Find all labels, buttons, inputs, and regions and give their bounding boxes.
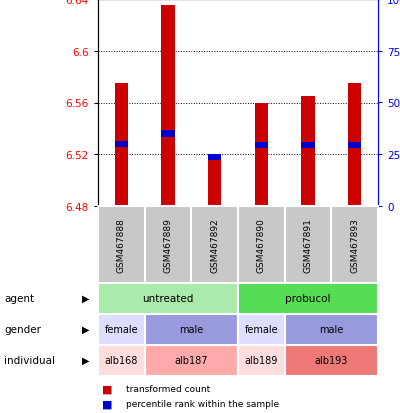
- Text: male: male: [179, 324, 204, 335]
- Bar: [162, 131, 174, 138]
- Bar: [255, 142, 268, 149]
- Text: GSM467888: GSM467888: [117, 217, 126, 272]
- Bar: [115, 141, 128, 148]
- Text: female: female: [244, 324, 278, 335]
- Bar: [302, 142, 314, 149]
- Bar: [98, 345, 145, 376]
- Text: ▶: ▶: [82, 324, 90, 335]
- Bar: [238, 345, 285, 376]
- Bar: [285, 345, 378, 376]
- Text: ▶: ▶: [82, 355, 90, 366]
- Text: GSM467892: GSM467892: [210, 217, 219, 272]
- Text: individual: individual: [4, 355, 55, 366]
- Text: alb189: alb189: [245, 355, 278, 366]
- Text: ■: ■: [102, 384, 112, 394]
- Bar: [348, 84, 361, 206]
- Bar: [302, 97, 314, 206]
- Text: alb187: alb187: [174, 355, 208, 366]
- Text: ▶: ▶: [82, 293, 90, 304]
- Bar: [208, 155, 221, 206]
- Text: alb193: alb193: [315, 355, 348, 366]
- Bar: [115, 84, 128, 206]
- Text: gender: gender: [4, 324, 41, 335]
- Text: GSM467891: GSM467891: [304, 217, 312, 272]
- Bar: [98, 283, 238, 314]
- Text: agent: agent: [4, 293, 34, 304]
- Bar: [348, 142, 361, 149]
- Text: ■: ■: [102, 399, 112, 409]
- Bar: [238, 283, 378, 314]
- Bar: [145, 345, 238, 376]
- Text: GSM467890: GSM467890: [257, 217, 266, 272]
- Bar: [162, 7, 174, 206]
- Text: GSM467889: GSM467889: [164, 217, 172, 272]
- Text: GSM467893: GSM467893: [350, 217, 359, 272]
- Text: probucol: probucol: [285, 293, 331, 304]
- Bar: [98, 314, 145, 345]
- Bar: [238, 314, 285, 345]
- Text: untreated: untreated: [142, 293, 194, 304]
- Text: transformed count: transformed count: [126, 385, 210, 393]
- Text: female: female: [104, 324, 138, 335]
- Text: male: male: [319, 324, 344, 335]
- Bar: [255, 103, 268, 206]
- Text: percentile rank within the sample: percentile rank within the sample: [126, 399, 279, 408]
- Bar: [285, 314, 378, 345]
- Bar: [145, 314, 238, 345]
- Text: alb168: alb168: [105, 355, 138, 366]
- Bar: [208, 154, 221, 161]
